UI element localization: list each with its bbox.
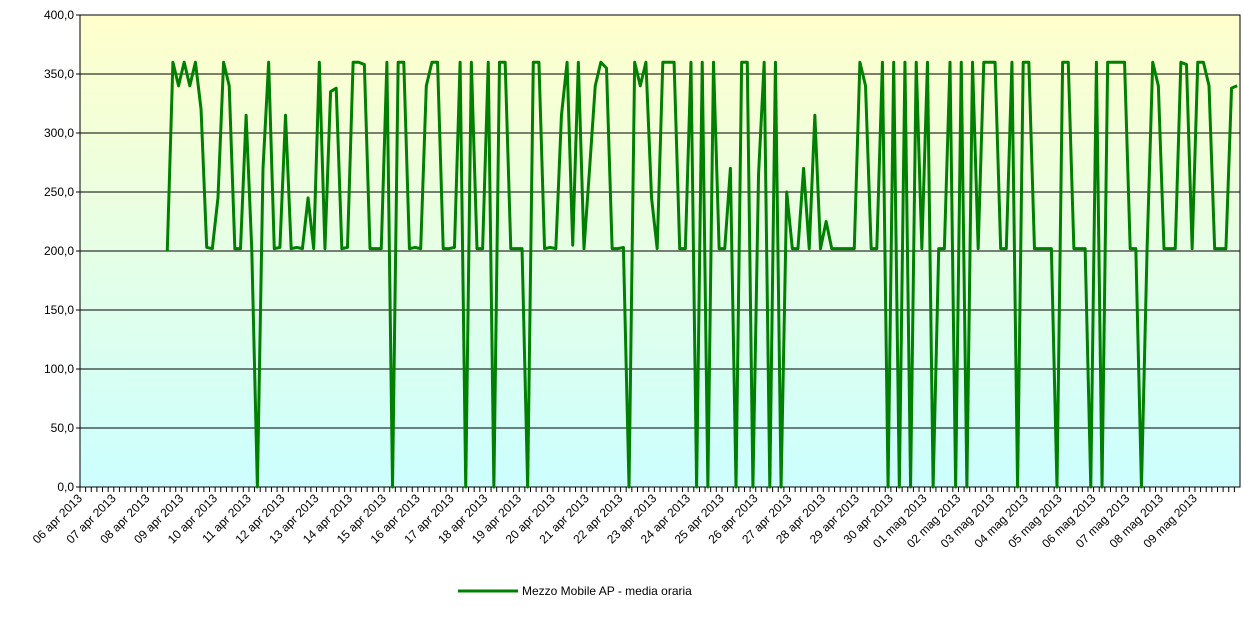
y-tick-label: 300,0 [44, 126, 74, 140]
y-tick-label: 350,0 [44, 67, 74, 81]
y-tick-label: 400,0 [44, 8, 74, 22]
y-tick-label: 50,0 [51, 421, 75, 435]
y-tick-label: 0,0 [57, 480, 74, 494]
legend-label: Mezzo Mobile AP - media oraria [522, 584, 692, 598]
y-tick-label: 250,0 [44, 185, 74, 199]
y-tick-label: 150,0 [44, 303, 74, 317]
y-tick-label: 100,0 [44, 362, 74, 376]
data-line [165, 60, 1238, 489]
y-tick-label: 200,0 [44, 244, 74, 258]
